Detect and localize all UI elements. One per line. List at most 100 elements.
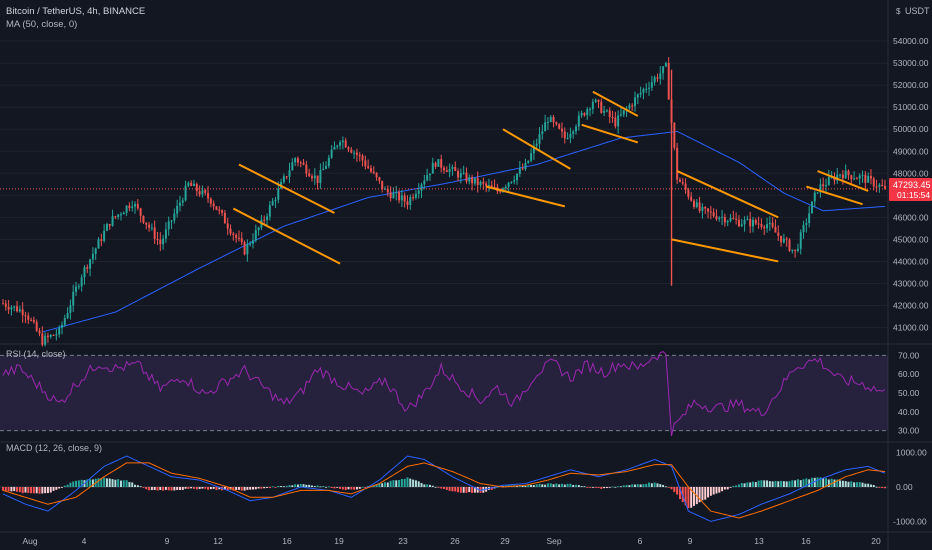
macd-histogram-bar xyxy=(819,477,822,487)
candle-body xyxy=(563,131,566,139)
macd-histogram-bar xyxy=(156,487,159,491)
macd-histogram-bar xyxy=(195,487,198,490)
candle-body xyxy=(785,238,788,240)
rsi-legend[interactable]: RSI (14, close) xyxy=(6,349,66,359)
macd-histogram-bar xyxy=(52,487,55,491)
candle-body xyxy=(709,211,712,213)
macd-histogram-bar xyxy=(760,480,763,487)
currency-chevron-icon[interactable]: $ xyxy=(896,7,901,16)
price-tick-label: 41000.00 xyxy=(893,323,929,333)
candle-body xyxy=(555,122,558,125)
candle-body xyxy=(386,188,389,193)
time-axis[interactable]: Aug 4 9 12 16 19 23 26 29 Sep 6 9 13 16 20 xyxy=(22,536,881,546)
candle-body xyxy=(288,170,291,177)
candle-body xyxy=(454,166,457,172)
macd-histogram-bar xyxy=(336,487,339,488)
candle-body xyxy=(698,202,701,211)
drawn-trendlines[interactable] xyxy=(232,90,869,265)
macd-histogram-bar xyxy=(274,487,277,488)
price-tick-label: 44000.00 xyxy=(893,256,929,266)
time-tick-label: 12 xyxy=(213,536,223,546)
candle-body xyxy=(650,82,653,88)
time-tick-label: 13 xyxy=(754,536,764,546)
ma-legend[interactable]: MA (50, close, 0) xyxy=(6,19,77,30)
macd-histogram-bar xyxy=(872,484,875,487)
macd-histogram-bar xyxy=(358,487,361,489)
candle-body xyxy=(16,306,19,312)
candle-body xyxy=(209,198,212,204)
macd-histogram-bar xyxy=(159,487,162,491)
macd-histogram-bar xyxy=(302,484,305,487)
candle-body xyxy=(853,178,856,180)
trendline-lower xyxy=(806,185,863,206)
macd-histogram-bar xyxy=(591,487,594,488)
candle-body xyxy=(659,73,662,79)
candle-body xyxy=(664,63,667,67)
candle-body xyxy=(369,168,372,172)
macd-histogram-bar xyxy=(471,487,474,493)
candle-body xyxy=(91,253,94,260)
macd-histogram-bar xyxy=(27,487,30,493)
signal-line xyxy=(2,462,886,519)
candle-body xyxy=(395,192,398,194)
macd-histogram-bar xyxy=(816,477,819,487)
candle-body xyxy=(544,122,547,132)
candle-body xyxy=(628,105,631,109)
macd-histogram-bar xyxy=(375,484,378,487)
macd-histogram-bar xyxy=(552,484,555,487)
macd-histogram-bar xyxy=(788,481,791,487)
candle-body xyxy=(707,208,710,212)
macd-histogram-bar xyxy=(754,482,757,487)
macd-histogram-bar xyxy=(77,480,80,487)
rsi-tick-label: 50.00 xyxy=(898,388,920,398)
macd-histogram-bar xyxy=(409,478,412,487)
candle-body xyxy=(774,226,777,233)
price-axis[interactable]: 41000.00 42000.00 43000.00 44000.00 45000.00… xyxy=(893,36,929,526)
candle-body xyxy=(608,110,611,118)
macd-histogram-bar xyxy=(611,486,614,488)
candle-body xyxy=(631,105,634,107)
candle-body xyxy=(754,219,757,224)
candle-body xyxy=(218,209,221,211)
candle-body xyxy=(122,212,125,215)
macd-histogram-bar xyxy=(80,479,83,487)
candle-body xyxy=(527,160,530,163)
macd-histogram-bar xyxy=(386,482,389,487)
candle-body xyxy=(10,307,13,310)
candle-body xyxy=(768,222,771,225)
macd-histogram-bar xyxy=(749,482,752,487)
macd-histogram-bar xyxy=(322,485,325,487)
candle-body xyxy=(572,131,575,134)
macd-histogram-bar xyxy=(473,487,476,493)
macd-histogram-bar xyxy=(530,484,533,487)
macd-histogram-bar xyxy=(232,487,235,491)
candle-body xyxy=(153,227,156,239)
macd-histogram-bar xyxy=(662,484,665,487)
candle-body xyxy=(507,182,510,187)
candle-body xyxy=(591,101,594,109)
macd-histogram-bar xyxy=(49,487,52,493)
macd-histogram-bar xyxy=(735,485,738,487)
symbol-title[interactable]: Bitcoin / TetherUS, 4h, BINANCE xyxy=(6,6,145,17)
macd-histogram-bar xyxy=(782,481,785,487)
candle-body xyxy=(875,186,878,188)
macd-histogram-bar xyxy=(285,485,288,487)
candle-body xyxy=(139,208,142,216)
macd-histogram-bar xyxy=(746,482,749,487)
macd-histogram-bar xyxy=(690,487,693,508)
candle-body xyxy=(662,66,665,74)
candle-body xyxy=(254,230,257,241)
last-price-value: 47293.45 xyxy=(893,180,931,190)
candle-body xyxy=(558,124,561,129)
candle-body xyxy=(240,238,243,243)
macd-histogram-bar xyxy=(440,487,443,489)
macd-histogram-bar xyxy=(794,480,797,487)
macd-histogram-bar xyxy=(403,478,406,487)
macd-legend[interactable]: MACD (12, 26, close, 9) xyxy=(6,443,102,453)
candle-body xyxy=(313,175,316,179)
macd-histogram-bar xyxy=(878,487,881,488)
candle-body xyxy=(339,142,342,146)
candle-body xyxy=(4,303,7,307)
